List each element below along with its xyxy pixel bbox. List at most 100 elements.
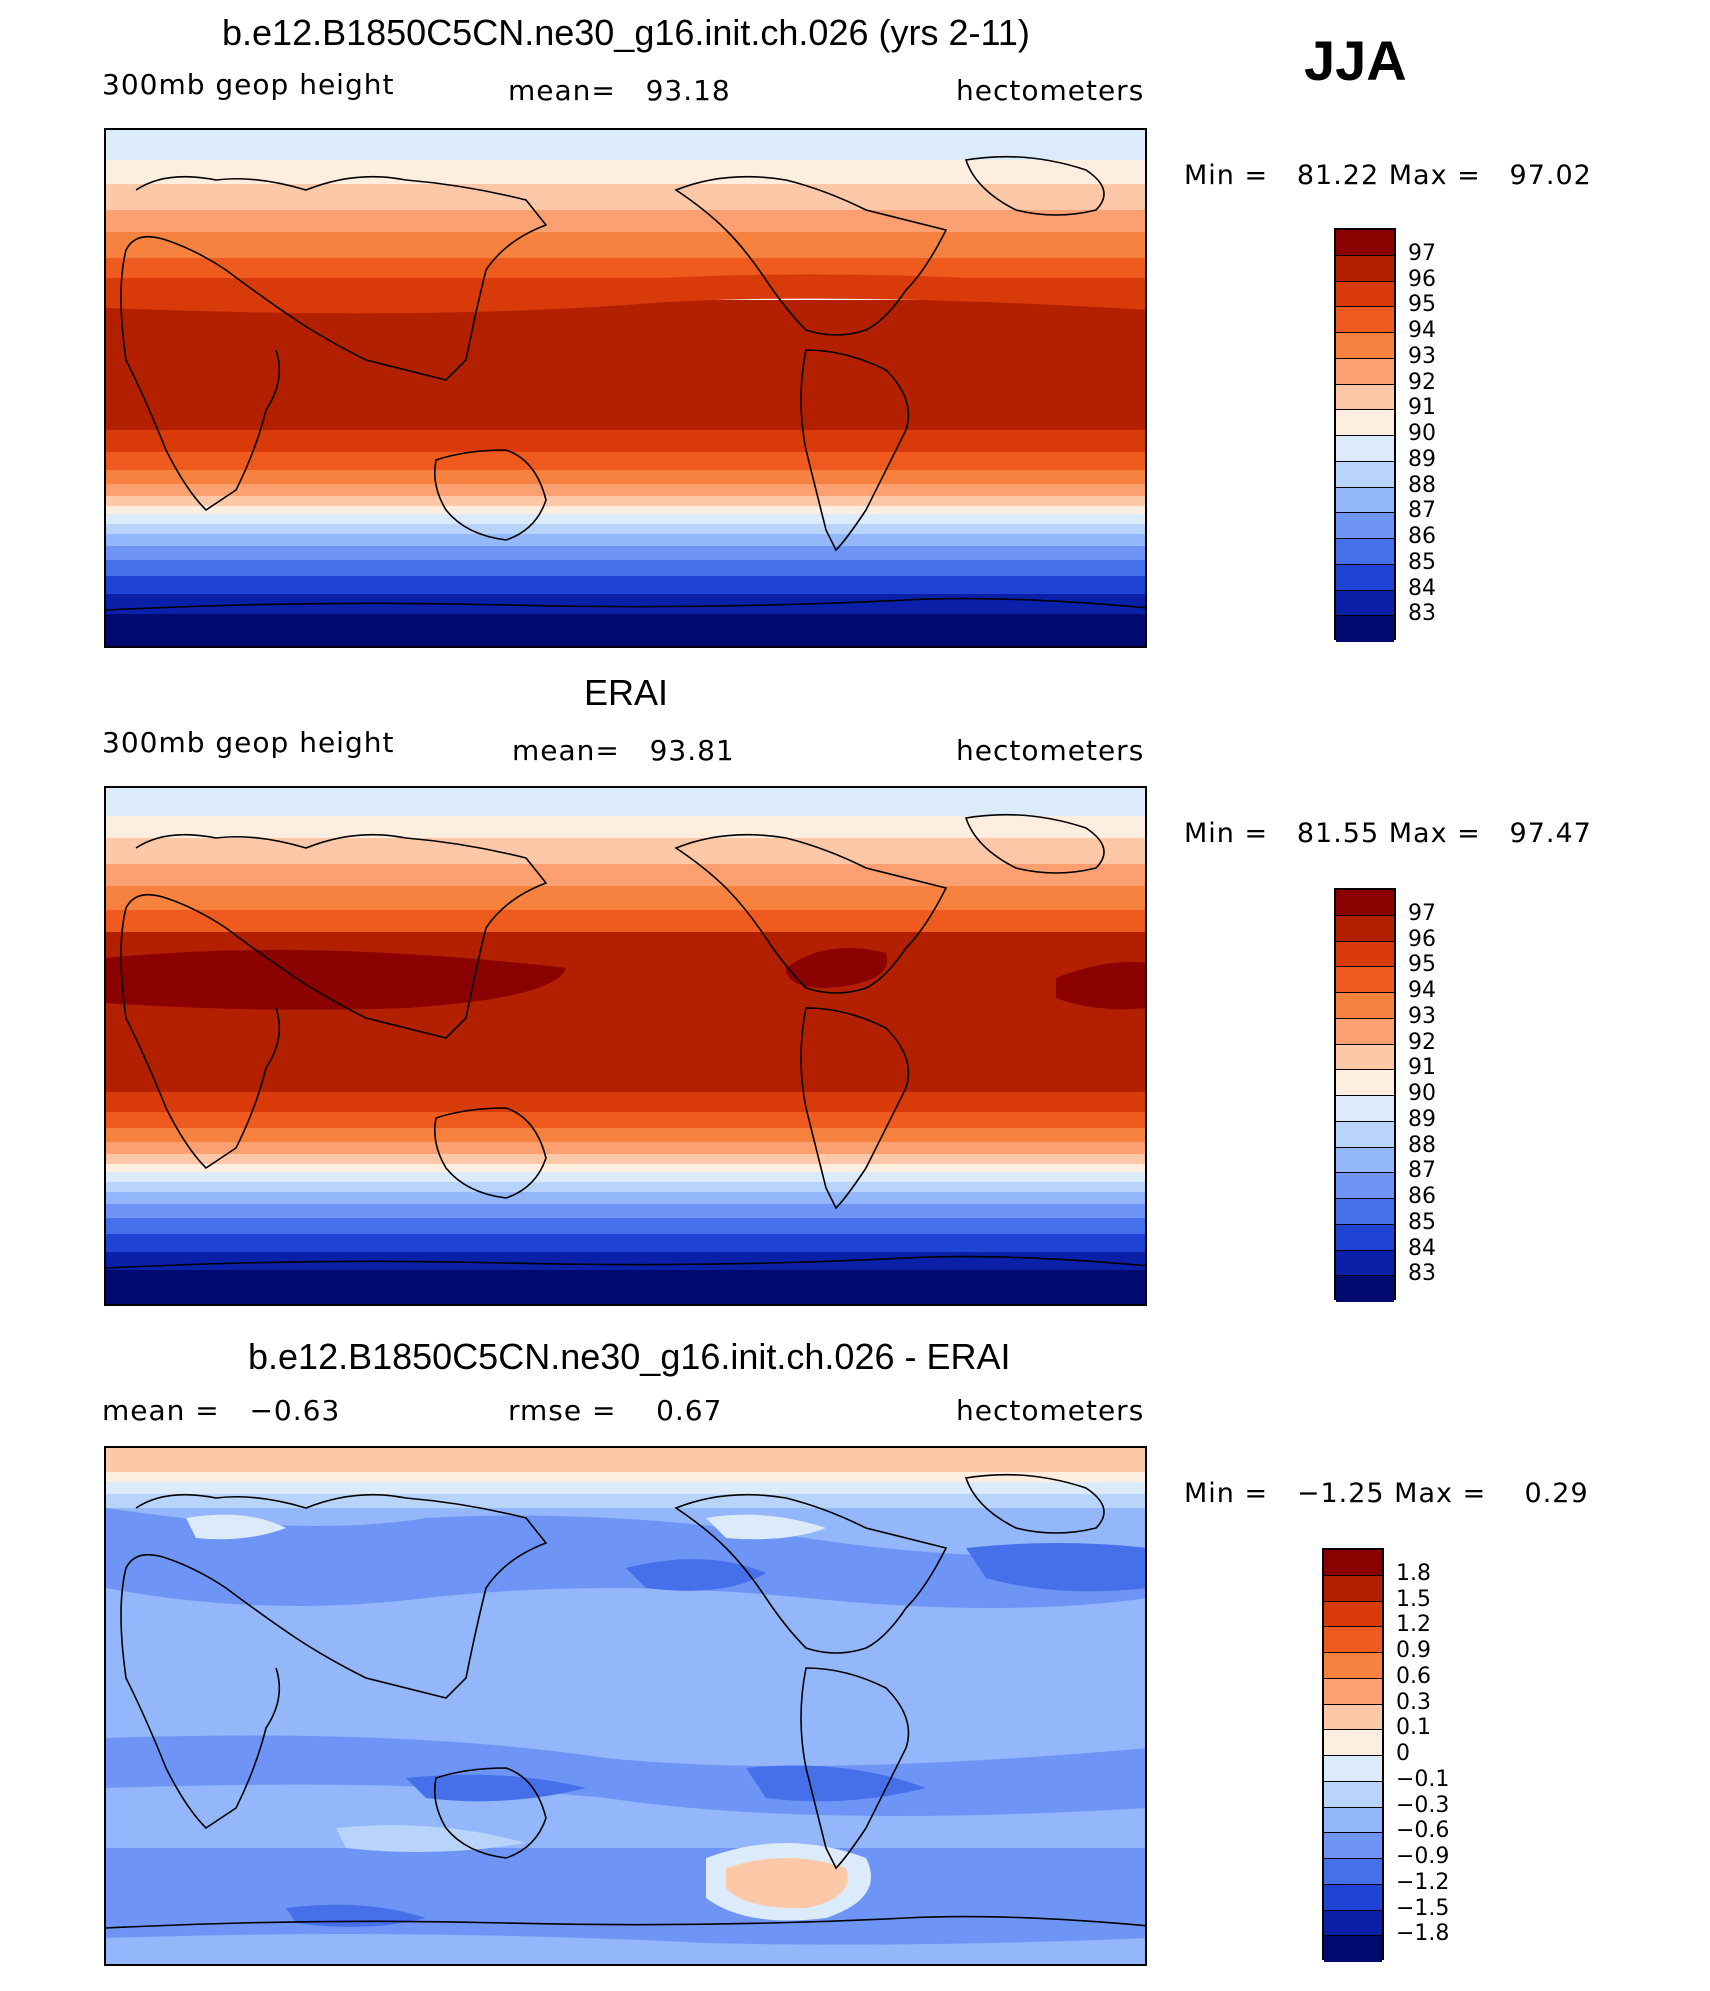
panel-2-units: hectometers bbox=[956, 734, 1145, 767]
colorbar-swatch bbox=[1336, 487, 1394, 514]
colorbar-label: 83 bbox=[1408, 601, 1436, 627]
colorbar-label: 83 bbox=[1408, 1261, 1436, 1287]
colorbar-swatch bbox=[1336, 590, 1394, 617]
colorbar-swatch bbox=[1336, 1276, 1394, 1302]
colorbar-swatch bbox=[1324, 1550, 1382, 1576]
colorbar-swatch bbox=[1336, 333, 1394, 359]
panel-3-rmse: rmse = 0.67 bbox=[508, 1394, 723, 1427]
colorbar-label: −1.8 bbox=[1396, 1921, 1450, 1947]
colorbar-label: 1.2 bbox=[1396, 1612, 1431, 1638]
colorbar-swatch bbox=[1336, 436, 1394, 462]
colorbar-swatch bbox=[1336, 1224, 1394, 1251]
panel-1-variable: 300mb geop height bbox=[102, 68, 395, 101]
colorbar-swatch bbox=[1336, 1121, 1394, 1148]
colorbar-label: −0.3 bbox=[1396, 1792, 1450, 1818]
colorbar-label: 85 bbox=[1408, 1209, 1436, 1235]
panel-3-minmax: Min = −1.25 Max = 0.29 bbox=[1184, 1478, 1589, 1509]
colorbar-swatch bbox=[1324, 1884, 1382, 1911]
colorbar-label: 0.6 bbox=[1396, 1663, 1431, 1689]
colorbar-swatch bbox=[1336, 1199, 1394, 1225]
colorbar-label: 86 bbox=[1408, 524, 1436, 549]
colorbar-swatch bbox=[1336, 461, 1394, 488]
colorbar-swatch bbox=[1336, 307, 1394, 333]
panel-3-mean: mean = −0.63 bbox=[102, 1394, 341, 1427]
colorbar-label: 90 bbox=[1408, 1081, 1436, 1106]
colorbar-label: 84 bbox=[1408, 575, 1436, 601]
colorbar-label: 86 bbox=[1408, 1184, 1436, 1209]
panel-1-map bbox=[104, 128, 1147, 648]
panel-3-colorbar-swatches bbox=[1322, 1548, 1384, 1962]
colorbar-label: 88 bbox=[1408, 472, 1436, 498]
panel-2-minmax: Min = 81.55 Max = 97.47 bbox=[1184, 818, 1592, 849]
colorbar-label: 85 bbox=[1408, 549, 1436, 575]
panel-1-units: hectometers bbox=[956, 74, 1145, 107]
colorbar-label: 91 bbox=[1408, 1055, 1436, 1081]
colorbar-label: 93 bbox=[1408, 1003, 1436, 1029]
colorbar-swatch bbox=[1336, 993, 1394, 1019]
panel-1-title: b.e12.B1850C5CN.ne30_g16.init.ch.026 (yr… bbox=[222, 12, 1030, 53]
panel-1-colorbar-swatches bbox=[1334, 228, 1396, 642]
colorbar-swatch bbox=[1324, 1601, 1382, 1628]
colorbar-swatch bbox=[1324, 1833, 1382, 1859]
colorbar-swatch bbox=[1336, 410, 1394, 436]
panel-2-field bbox=[106, 788, 1145, 1304]
panel-2-mean: mean= 93.81 bbox=[512, 734, 735, 767]
colorbar-swatch bbox=[1336, 255, 1394, 282]
panel-1-mean: mean= 93.18 bbox=[508, 74, 731, 107]
colorbar-label: 0.3 bbox=[1396, 1689, 1431, 1715]
colorbar-swatch bbox=[1324, 1781, 1382, 1808]
colorbar-label: 84 bbox=[1408, 1235, 1436, 1261]
colorbar-label: 96 bbox=[1408, 266, 1436, 292]
colorbar-swatch bbox=[1336, 1044, 1394, 1071]
colorbar-swatch bbox=[1336, 358, 1394, 385]
colorbar-label: 0.1 bbox=[1396, 1715, 1431, 1741]
colorbar-swatch bbox=[1324, 1678, 1382, 1705]
colorbar-swatch bbox=[1336, 890, 1394, 916]
colorbar-swatch bbox=[1336, 941, 1394, 968]
panel-3-title: b.e12.B1850C5CN.ne30_g16.init.ch.026 - E… bbox=[248, 1336, 1011, 1377]
colorbar-label: 1.5 bbox=[1396, 1586, 1431, 1612]
colorbar-swatch bbox=[1336, 384, 1394, 411]
colorbar-label: 93 bbox=[1408, 343, 1436, 369]
colorbar-swatch bbox=[1336, 230, 1394, 256]
colorbar-label: 0 bbox=[1396, 1741, 1410, 1766]
panel-3-coastlines bbox=[106, 1473, 1145, 1929]
panel-3-field bbox=[106, 1448, 1145, 1964]
colorbar-swatch bbox=[1324, 1859, 1382, 1885]
colorbar-label: 89 bbox=[1408, 1106, 1436, 1132]
colorbar-label: −1.2 bbox=[1396, 1869, 1450, 1895]
colorbar-swatch bbox=[1324, 1575, 1382, 1602]
colorbar-label: 89 bbox=[1408, 446, 1436, 472]
panel-3-units: hectometers bbox=[956, 1394, 1145, 1427]
colorbar-label: −0.9 bbox=[1396, 1844, 1450, 1869]
colorbar-swatch bbox=[1324, 1730, 1382, 1756]
panel-1-field bbox=[106, 130, 1145, 646]
colorbar-label: 92 bbox=[1408, 1029, 1436, 1055]
colorbar-label: 1.8 bbox=[1396, 1560, 1431, 1586]
panel-2-title: ERAI bbox=[584, 672, 669, 713]
colorbar-label: −1.5 bbox=[1396, 1895, 1450, 1921]
panel-2-coastlines bbox=[106, 813, 1145, 1269]
colorbar-swatch bbox=[1336, 1173, 1394, 1199]
colorbar-swatch bbox=[1324, 1936, 1382, 1962]
panel-2-variable: 300mb geop height bbox=[102, 726, 395, 759]
panel-2-map bbox=[104, 786, 1147, 1306]
colorbar-label: 91 bbox=[1408, 395, 1436, 421]
colorbar-label: 0.9 bbox=[1396, 1638, 1431, 1663]
colorbar-swatch bbox=[1336, 513, 1394, 539]
season-label: JJA bbox=[1304, 29, 1407, 92]
panel-3-map bbox=[104, 1446, 1147, 1966]
panel-2-colorbar-swatches bbox=[1334, 888, 1396, 1302]
colorbar-swatch bbox=[1324, 1627, 1382, 1653]
colorbar-swatch bbox=[1336, 1096, 1394, 1122]
colorbar-swatch bbox=[1336, 616, 1394, 642]
colorbar-swatch bbox=[1324, 1910, 1382, 1937]
colorbar-label: −0.1 bbox=[1396, 1766, 1450, 1792]
colorbar-label: 95 bbox=[1408, 292, 1436, 318]
colorbar-label: 87 bbox=[1408, 1158, 1436, 1184]
colorbar-swatch bbox=[1336, 281, 1394, 308]
colorbar-label: −0.6 bbox=[1396, 1818, 1450, 1844]
colorbar-label: 97 bbox=[1408, 900, 1436, 926]
panel-1-minmax: Min = 81.22 Max = 97.02 bbox=[1184, 160, 1592, 191]
panel-1-coastlines bbox=[106, 155, 1145, 611]
